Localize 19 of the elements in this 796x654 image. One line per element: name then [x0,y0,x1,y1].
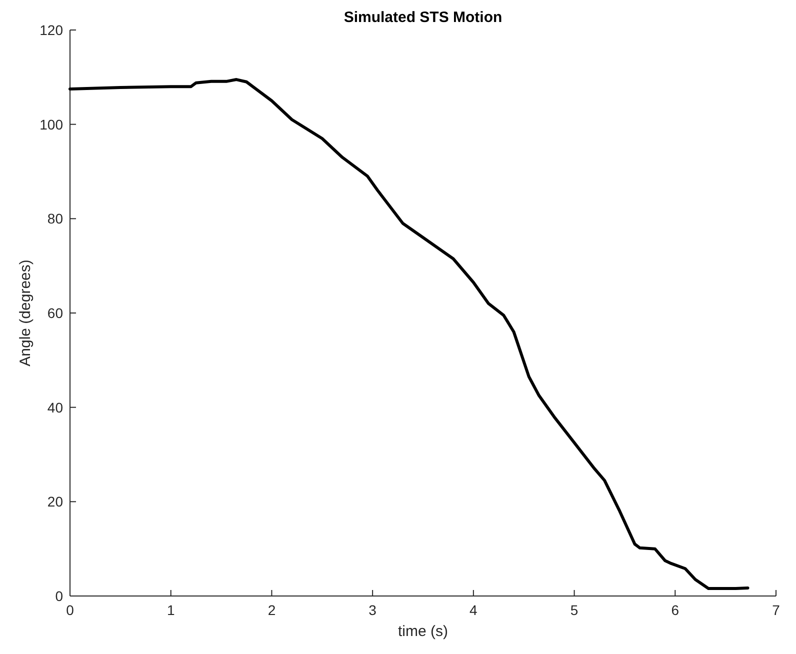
y-tick-label: 40 [47,399,64,416]
x-axis-title: time (s) [398,623,448,640]
x-tick-label: 7 [772,602,780,618]
y-axis-title: Angle (degrees) [17,260,34,366]
x-tick-label: 6 [671,602,680,618]
x-tick-label: 5 [570,602,578,618]
x-tick-label: 0 [66,602,74,618]
x-tick-label: 2 [268,602,276,618]
y-tick-label: 80 [47,210,64,227]
x-tick-label: 1 [166,602,175,618]
x-tick-label: 4 [470,602,478,618]
y-tick-label: 20 [47,494,64,510]
y-tick-label: 120 [40,22,64,38]
x-tick-label: 3 [368,602,377,618]
y-tick-label: 100 [40,116,64,132]
chart-title: Simulated STS Motion [344,9,502,26]
line-series [68,78,750,590]
y-tick-label: 0 [55,588,64,604]
y-tick-label: 60 [47,305,64,321]
